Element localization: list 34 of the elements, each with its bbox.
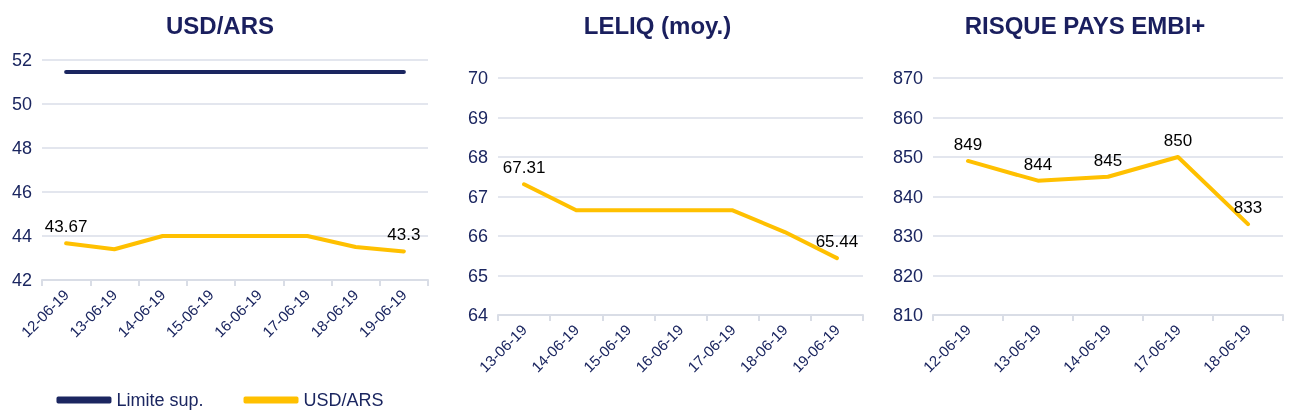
data-label: 43.67 [44, 217, 88, 237]
y-tick-label: 840 [892, 186, 923, 207]
y-tick-label: 46 [11, 182, 32, 202]
data-label: 833 [1233, 198, 1263, 218]
legend-label: Limite sup. [116, 390, 204, 410]
chart-title: LELIQ (moy.) [583, 11, 732, 39]
y-tick-label: 70 [467, 68, 488, 88]
y-tick-label: 64 [467, 305, 488, 325]
y-tick-label: 69 [467, 107, 488, 128]
data-label: 845 [1093, 150, 1123, 170]
y-tick-label: 42 [11, 270, 32, 290]
y-tick-label: 48 [11, 138, 32, 158]
y-tick-label: 830 [892, 226, 923, 246]
y-tick-label: 850 [892, 147, 923, 167]
data-label: 850 [1163, 131, 1193, 150]
y-tick-label: 44 [11, 226, 32, 246]
y-tick-label: 65 [467, 265, 488, 286]
data-label: 844 [1023, 154, 1053, 174]
y-tick-label: 860 [892, 107, 923, 128]
y-tick-label: 68 [467, 147, 488, 167]
y-tick-label: 870 [892, 68, 923, 88]
y-tick-label: 810 [892, 305, 923, 325]
data-label: 65.44 [815, 232, 859, 252]
data-label: 67.31 [502, 158, 546, 178]
y-tick-label: 67 [467, 186, 488, 207]
chart-title: USD/ARS [165, 11, 275, 39]
y-tick-label: 50 [11, 94, 32, 114]
y-tick-label: 820 [892, 265, 923, 286]
chart-title: RISQUE PAYS EMBI+ [964, 11, 1206, 39]
y-tick-label: 52 [11, 50, 32, 70]
legend-label: USD/ARS [303, 390, 384, 410]
data-label: 43.3 [387, 225, 421, 245]
data-label: 849 [953, 134, 983, 154]
y-tick-label: 66 [467, 226, 488, 246]
